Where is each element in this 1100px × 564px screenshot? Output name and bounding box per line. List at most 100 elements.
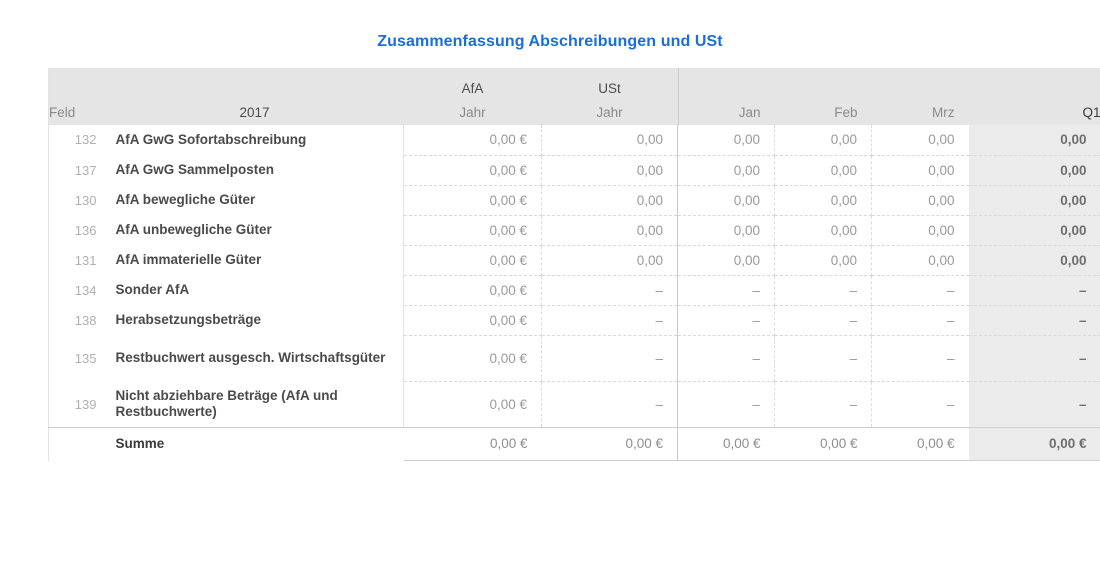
- cell-q1: –: [968, 275, 1100, 306]
- row-label: AfA GwG Sofortabschreibung: [105, 125, 404, 155]
- cell-q1: –: [968, 335, 1100, 382]
- cell-mrz: 0,00: [871, 125, 969, 156]
- table-total-row: Summe 0,00 €0,00 €0,00 €0,00 €0,00 €0,00 …: [48, 426, 1100, 461]
- total-label: Summe: [105, 426, 404, 460]
- table-row[interactable]: 136 AfA unbewegliche Güter 0,00 €0,00 0,00 0…: [48, 215, 1100, 246]
- header-jan[interactable]: Jan: [677, 96, 775, 125]
- row-label: Restbuchwert ausgesch. Wirtschaftsgüter: [105, 335, 404, 381]
- table-row[interactable]: 131 AfA immaterielle Güter 0,00 €0,00 0,00 0…: [48, 245, 1100, 276]
- cell-mrz: 0,00: [871, 215, 969, 246]
- row-label: Sonder AfA: [105, 275, 404, 305]
- row-field-number: 131: [48, 245, 106, 275]
- table-row[interactable]: 130 AfA bewegliche Güter 0,00 €0,00 0,00 0,0…: [48, 185, 1100, 216]
- cell-afa-jahr: 0,00 €: [403, 305, 542, 336]
- table-row[interactable]: 137 AfA GwG Sammelposten 0,00 €0,00 0,00 0,0…: [48, 155, 1100, 186]
- header-mrz[interactable]: Mrz: [871, 96, 969, 125]
- cell-ust-jahr: –: [541, 275, 678, 306]
- cell-afa-jahr: 0,00 €: [403, 335, 542, 382]
- header-afa-jahr[interactable]: Jahr: [403, 96, 542, 125]
- row-label: AfA bewegliche Güter: [105, 185, 404, 215]
- cell-ust-jahr: 0,00: [541, 155, 678, 186]
- table-header-period-row: Feld 2017 Jahr Jahr Jan Feb Mrz Q1: [48, 96, 1100, 125]
- cell-jan: –: [677, 335, 775, 382]
- header-feb[interactable]: Feb: [774, 96, 872, 125]
- header-spacer-q1: [968, 68, 1100, 96]
- header-group-ust[interactable]: USt: [541, 68, 678, 96]
- table-header: AfA USt Feld 2017 Jahr Jahr Jan Feb Mrz …: [48, 68, 1100, 125]
- header-spacer-feb: [774, 68, 872, 96]
- cell-ust-jahr: –: [541, 305, 678, 336]
- cell-mrz: 0,00: [871, 185, 969, 216]
- cell-jan: –: [677, 305, 775, 336]
- cell-feb: 0,00: [774, 245, 872, 276]
- summary-table-container[interactable]: AfA USt Feld 2017 Jahr Jahr Jan Feb Mrz …: [48, 68, 1100, 461]
- cell-feb: 0,00: [774, 215, 872, 246]
- cell-feb: 0,00: [774, 155, 872, 186]
- total-q1: 0,00 €: [968, 426, 1100, 461]
- table-row[interactable]: 139 Nicht abziehbare Beträge (AfA und Res…: [48, 381, 1100, 428]
- total-feb: 0,00 €: [774, 426, 872, 461]
- table-row[interactable]: 134 Sonder AfA 0,00 € – – – – –: [48, 275, 1100, 306]
- cell-mrz: –: [871, 381, 969, 428]
- cell-q1: 0,00: [968, 155, 1100, 186]
- header-group-afa[interactable]: AfA: [403, 68, 542, 96]
- row-label: AfA GwG Sammelposten: [105, 155, 404, 185]
- cell-jan: 0,00: [677, 215, 775, 246]
- header-feld[interactable]: Feld: [48, 96, 106, 125]
- cell-ust-jahr: 0,00: [541, 245, 678, 276]
- total-ust-jahr: 0,00 €: [541, 426, 678, 461]
- cell-mrz: –: [871, 275, 969, 306]
- cell-afa-jahr: 0,00 €: [403, 245, 542, 276]
- cell-feb: –: [774, 275, 872, 306]
- table-row[interactable]: 135 Restbuchwert ausgesch. Wirtschaftsgüt…: [48, 335, 1100, 382]
- row-label: Nicht abziehbare Beträge (AfA und Restbu…: [105, 381, 404, 427]
- cell-feb: –: [774, 381, 872, 428]
- header-spacer-feld: [48, 68, 106, 96]
- row-field-number: 132: [48, 125, 106, 155]
- row-field-number: 139: [48, 381, 106, 427]
- table-header-group-row: AfA USt: [48, 68, 1100, 96]
- cell-q1: –: [968, 305, 1100, 336]
- cell-q1: 0,00: [968, 215, 1100, 246]
- cell-mrz: –: [871, 335, 969, 382]
- row-field-number: 137: [48, 155, 106, 185]
- table-row[interactable]: 138 Herabsetzungsbeträge 0,00 € – – – – –: [48, 305, 1100, 336]
- cell-mrz: 0,00: [871, 155, 969, 186]
- cell-q1: –: [968, 381, 1100, 428]
- cell-jan: 0,00: [677, 125, 775, 156]
- cell-feb: –: [774, 335, 872, 382]
- row-field-number: 134: [48, 275, 106, 305]
- cell-jan: 0,00: [677, 245, 775, 276]
- cell-mrz: 0,00: [871, 245, 969, 276]
- cell-ust-jahr: 0,00: [541, 185, 678, 216]
- header-year[interactable]: 2017: [105, 96, 404, 125]
- cell-q1: 0,00: [968, 245, 1100, 276]
- row-label: AfA unbewegliche Güter: [105, 215, 404, 245]
- row-label: AfA immaterielle Güter: [105, 245, 404, 275]
- row-field-number: 138: [48, 305, 106, 335]
- header-ust-jahr[interactable]: Jahr: [541, 96, 678, 125]
- cell-feb: 0,00: [774, 125, 872, 156]
- row-field-number: 136: [48, 215, 106, 245]
- table-row[interactable]: 132 AfA GwG Sofortabschreibung 0,00 €0,00 0…: [48, 125, 1100, 156]
- cell-ust-jahr: –: [541, 381, 678, 428]
- total-mrz: 0,00 €: [871, 426, 969, 461]
- cell-feb: –: [774, 305, 872, 336]
- cell-afa-jahr: 0,00 €: [403, 381, 542, 428]
- header-q1[interactable]: Q1: [968, 96, 1100, 125]
- header-spacer-jan: [677, 68, 775, 96]
- cell-afa-jahr: 0,00 €: [403, 215, 542, 246]
- page-title: Zusammenfassung Abschreibungen und USt: [377, 33, 723, 50]
- cell-feb: 0,00: [774, 185, 872, 216]
- row-field-number: 135: [48, 335, 106, 381]
- cell-ust-jahr: 0,00: [541, 125, 678, 156]
- cell-afa-jahr: 0,00 €: [403, 125, 542, 156]
- total-afa-jahr: 0,00 €: [403, 426, 542, 461]
- cell-jan: –: [677, 381, 775, 428]
- cell-ust-jahr: 0,00: [541, 215, 678, 246]
- row-label: Herabsetzungsbeträge: [105, 305, 404, 335]
- cell-afa-jahr: 0,00 €: [403, 155, 542, 186]
- cell-jan: –: [677, 275, 775, 306]
- total-field-number: [48, 426, 106, 460]
